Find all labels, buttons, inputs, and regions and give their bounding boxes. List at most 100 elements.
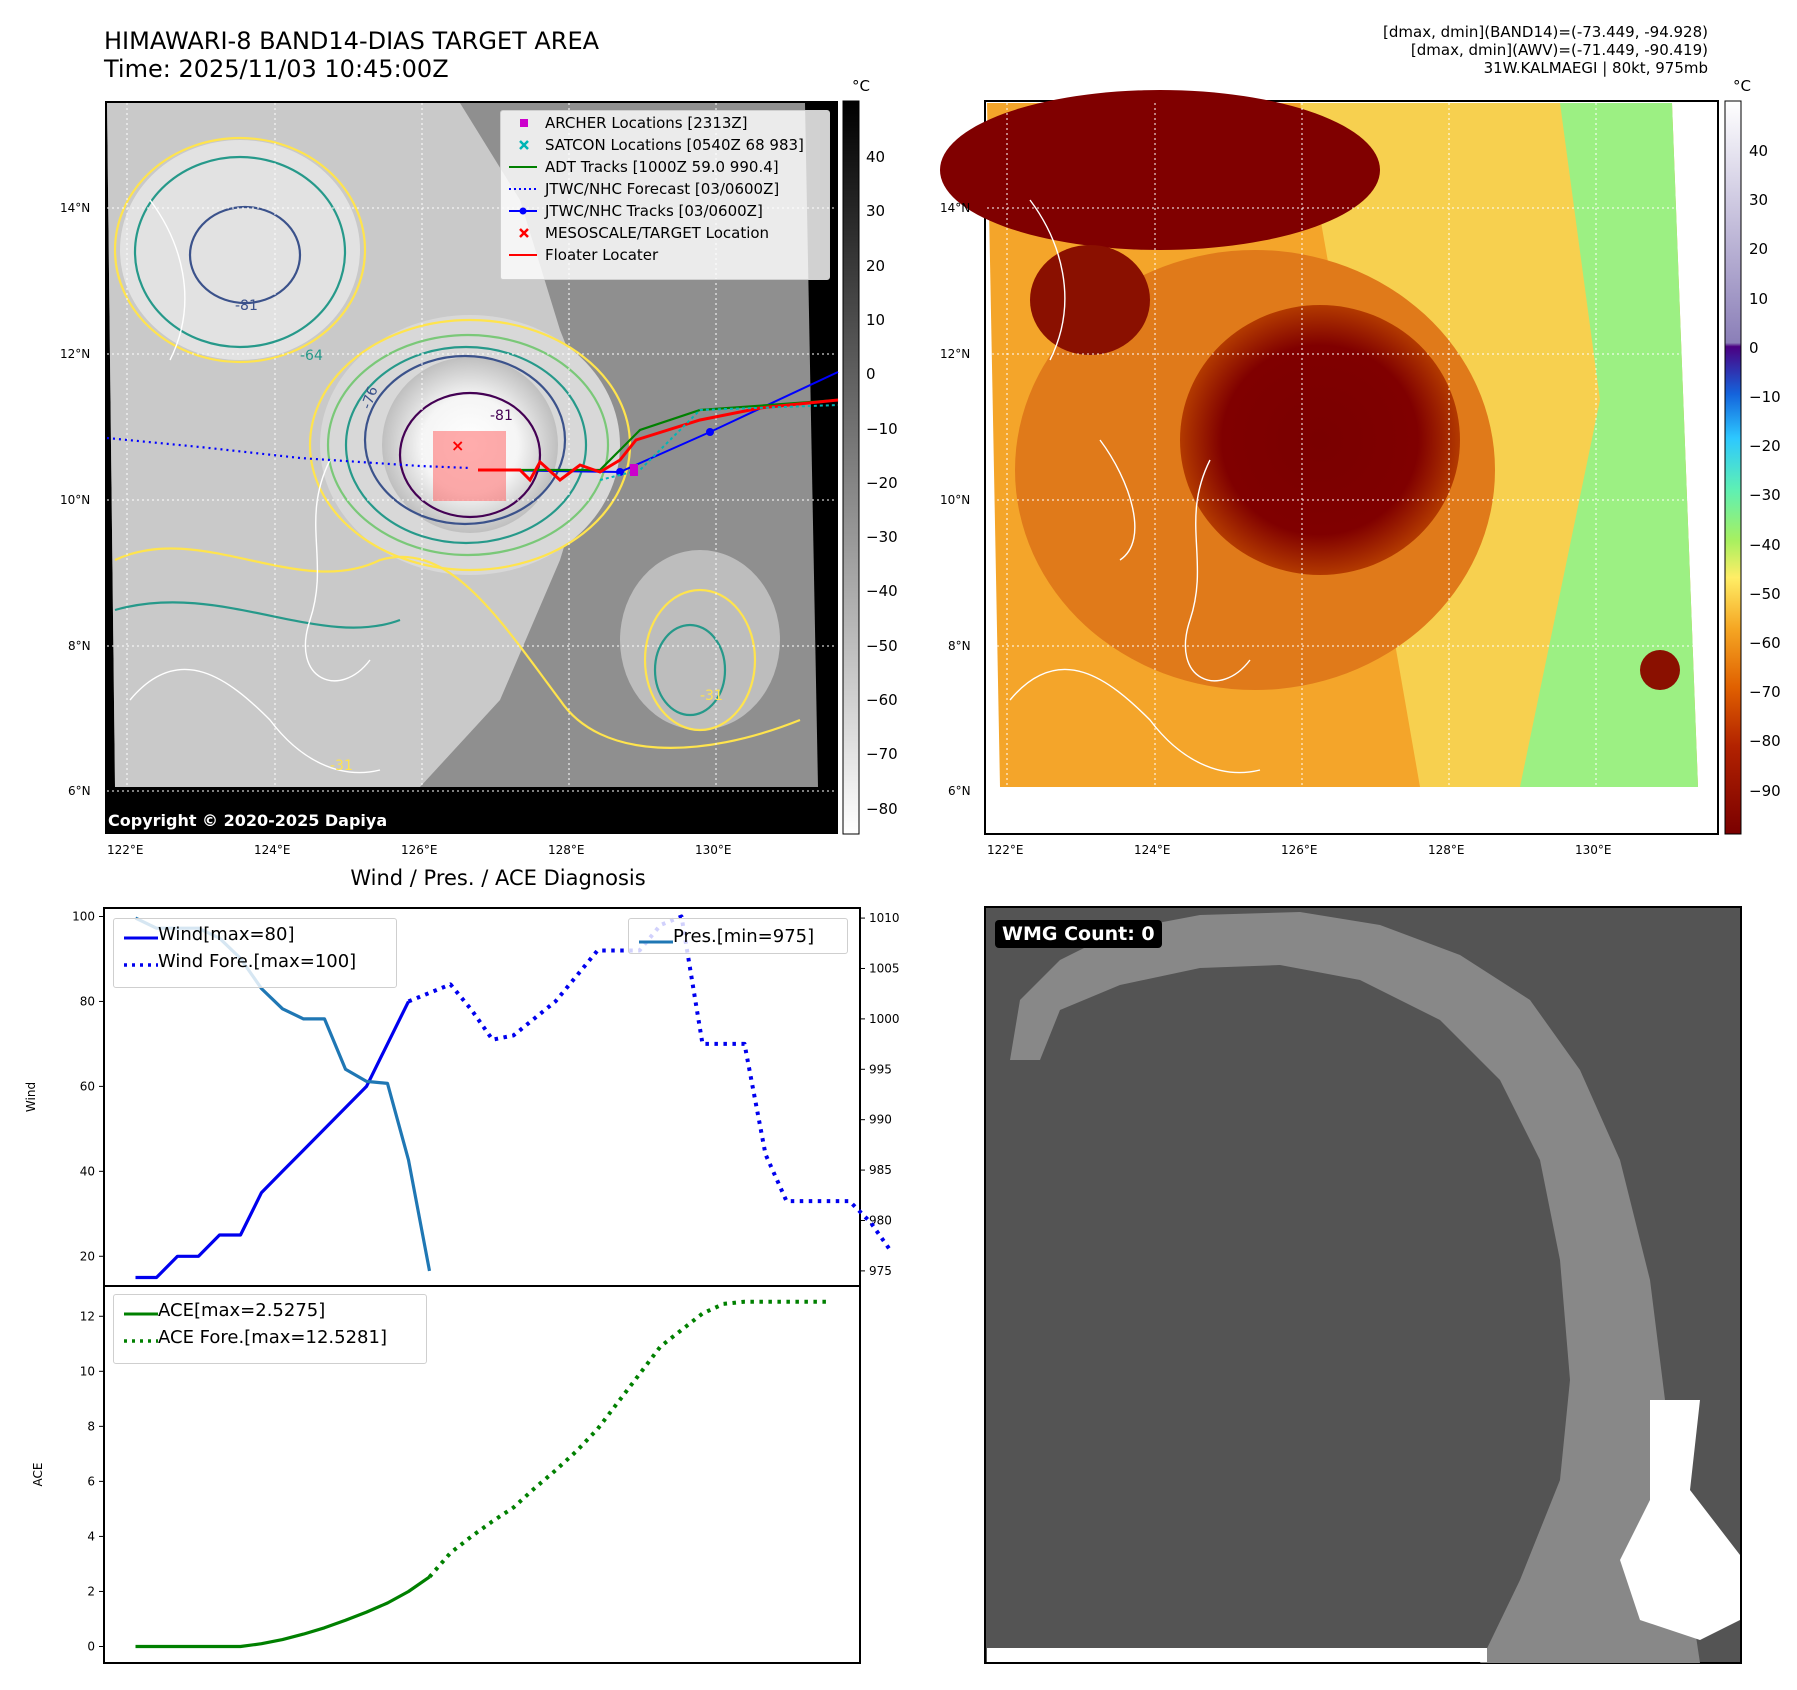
awv-range: [dmax, dmin](AWV)=(-71.449, -90.419) <box>1410 41 1708 59</box>
wmg-band-gray <box>1010 912 1700 1663</box>
wmg-band-white <box>1620 1400 1740 1640</box>
color-colorbar <box>1724 100 1742 835</box>
lon-tick: 130°E <box>1575 843 1612 857</box>
color-colorbar-tick: 20 <box>1749 240 1769 259</box>
legend-label: Wind Fore.[max=100] <box>158 951 357 972</box>
pressure-ytick-label: 1000 <box>869 1012 900 1026</box>
wind-axis-label: Wind <box>24 1082 38 1112</box>
lat-tick: 8°N <box>948 639 971 653</box>
lat-tick: 10°N <box>940 493 971 507</box>
ace-ytick-label: 6 <box>87 1474 95 1488</box>
legend-label: MESOSCALE/TARGET Location <box>545 224 770 242</box>
x-marker-icon <box>519 140 529 150</box>
copyright-bar <box>105 806 838 834</box>
legend-label: SATCON Locations [0540Z 68 983] <box>545 136 804 154</box>
legend-entry-archer: ARCHER Locations [2313Z] <box>501 112 829 134</box>
diagnosis-chart: 20 40 60 80 100 975 980 985 990 995 1000 1005 1010 0 2… <box>24 907 900 1664</box>
lat-tick: 6°N <box>68 784 91 798</box>
color-colorbar-tick: −40 <box>1749 535 1781 554</box>
legend-entry-floater: Floater Locater <box>501 244 829 266</box>
lon-tick: 124°E <box>254 843 291 857</box>
color-coastlines <box>1009 199 1261 774</box>
ace-axis-label: ACE <box>31 1463 45 1487</box>
wind-legend: Wind[max=80] Wind Fore.[max=100] <box>113 918 397 988</box>
pressure-ytick-label: 995 <box>869 1062 892 1076</box>
floater-locater-track <box>478 398 839 483</box>
line-marker-icon <box>509 254 537 256</box>
pressure-ytick-label: 990 <box>869 1113 892 1127</box>
wind-ytick-label: 20 <box>80 1249 95 1263</box>
ir-convection-north <box>120 140 360 360</box>
pressure-ytick-label: 1010 <box>869 911 900 925</box>
legend-label: JTWC/NHC Forecast [03/0600Z] <box>545 180 780 198</box>
legend-entry-wind-forecast: Wind Fore.[max=100] <box>114 948 396 975</box>
color-cold-tops-north <box>940 90 1380 250</box>
legend-entry-ace: ACE[max=2.5275] <box>114 1297 426 1324</box>
legend-entry-satcon: SATCON Locations [0540Z 68 983] <box>501 134 829 156</box>
lat-tick: 6°N <box>948 784 971 798</box>
gray-colorbar-tick: −30 <box>866 528 898 547</box>
legend-label: JTWC/NHC Tracks [03/0600Z] <box>545 202 763 220</box>
archer-location-marker <box>630 464 638 476</box>
gray-colorbar-tick: 10 <box>866 310 886 329</box>
color-cold-cell <box>1640 650 1680 690</box>
lon-tick: 124°E <box>1134 843 1171 857</box>
legend-entry-pressure: Pres.[min=975] <box>629 919 847 953</box>
jtwc-track-point <box>706 428 714 436</box>
pressure-ytick-label: 975 <box>869 1264 892 1278</box>
wind-ytick-label: 60 <box>80 1079 95 1093</box>
color-colorbar-unit: °C <box>1733 77 1751 95</box>
color-colorbar-tick: 40 <box>1749 142 1769 160</box>
legend-entry-adt: ADT Tracks [1000Z 59.0 990.4] <box>501 156 829 178</box>
legend-label: ACE[max=2.5275] <box>158 1300 326 1321</box>
color-colorbar-tick: −30 <box>1749 486 1781 505</box>
contour-label: -81 <box>490 408 513 424</box>
legend-label: ADT Tracks [1000Z 59.0 990.4] <box>545 158 779 176</box>
floater-box <box>433 431 506 501</box>
legend-entry-jtwc-tracks: JTWC/NHC Tracks [03/0600Z] <box>501 200 829 222</box>
legend-label: Wind[max=80] <box>158 924 295 945</box>
lon-tick: 130°E <box>695 843 732 857</box>
dotted-line-icon <box>509 188 537 190</box>
lat-tick: 12°N <box>60 347 91 361</box>
jtwc-forecast-track <box>106 436 471 470</box>
color-colorbar-tick: −50 <box>1749 584 1781 603</box>
gray-colorbar-tick: −80 <box>866 799 898 818</box>
wind-ytick-label: 100 <box>72 909 95 923</box>
legend-entry-wind: Wind[max=80] <box>114 921 396 948</box>
wind-ytick-label: 40 <box>80 1164 95 1178</box>
copyright-text: Copyright © 2020-2025 Dapiya <box>108 811 388 830</box>
wind-ytick-label: 80 <box>80 994 95 1008</box>
ir-gridlines <box>107 103 836 792</box>
gray-colorbar-tick: 40 <box>866 148 886 166</box>
gray-colorbar-tick: 20 <box>866 256 886 275</box>
pressure-legend: Pres.[min=975] <box>628 918 848 954</box>
line-dot-icon <box>509 207 537 215</box>
contour-label: -76 <box>359 384 382 411</box>
contour-label: -31 <box>330 758 353 774</box>
ace-ytick-label: 2 <box>87 1584 95 1598</box>
line-marker-icon <box>124 1312 158 1315</box>
gray-colorbar-tick: 30 <box>866 202 886 221</box>
series-line-wind-fore- <box>407 914 894 1254</box>
target-location-marker: × <box>451 436 464 455</box>
square-marker-icon <box>520 119 528 127</box>
ir-coastlines <box>129 199 381 774</box>
color-colorbar-tick: 30 <box>1749 191 1769 210</box>
color-cold-tops-west <box>1030 245 1150 355</box>
ir-contours <box>113 136 801 749</box>
color-colorbar-tick: 0 <box>1749 338 1759 357</box>
ir-cells-southeast <box>620 550 780 730</box>
color-gridlines <box>987 103 1716 792</box>
legend-label: ARCHER Locations [2313Z] <box>545 114 748 132</box>
gray-colorbar-tick: −20 <box>866 473 898 492</box>
dotted-line-icon <box>124 962 158 967</box>
lon-tick: 128°E <box>548 843 585 857</box>
color-colorbar-tick: −70 <box>1749 683 1781 702</box>
gray-colorbar <box>842 100 860 835</box>
figure-title: HIMAWARI-8 BAND14-DIAS TARGET AREA <box>104 27 600 55</box>
chart-title: Wind / Pres. / ACE Diagnosis <box>350 866 646 890</box>
map-legend: ARCHER Locations [2313Z] SATCON Location… <box>500 110 830 280</box>
band14-range: [dmax, dmin](BAND14)=(-73.449, -94.928) <box>1383 23 1708 41</box>
